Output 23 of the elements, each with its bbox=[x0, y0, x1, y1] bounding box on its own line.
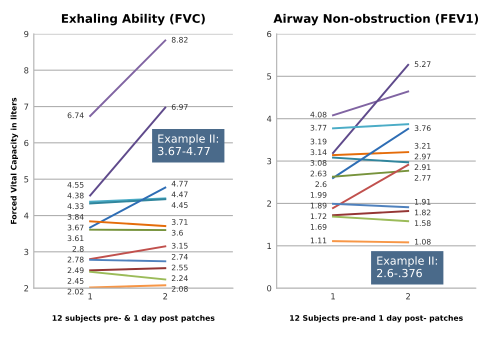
chart-title: Exhaling Ability (FVC) bbox=[62, 14, 205, 26]
x-tick-label: 2 bbox=[406, 293, 410, 300]
y-tick-label: 6 bbox=[267, 30, 272, 38]
y-tick-label: 4 bbox=[24, 212, 28, 219]
y-tick-label: 1 bbox=[267, 242, 272, 249]
y-tick-label: 7 bbox=[24, 104, 28, 110]
x-tick-label: 1 bbox=[331, 293, 335, 300]
x-tick-label: 2 bbox=[163, 293, 168, 300]
y-tick-label: 4 bbox=[266, 116, 272, 122]
y-tick-label: 2 bbox=[267, 200, 271, 207]
y-tick-label: 6 bbox=[24, 140, 28, 146]
annotation: Example II: 2.6-.376 bbox=[377, 256, 437, 278]
y-tick-label: 3 bbox=[24, 248, 28, 256]
y-tick-label: 5 bbox=[24, 176, 28, 182]
y-tick-label: 9 bbox=[24, 30, 28, 38]
y-tick-label: 2 bbox=[24, 285, 28, 292]
y-tick-label: 8 bbox=[24, 67, 28, 74]
y-tick-label: 0 bbox=[267, 285, 272, 292]
y-tick-label: 5 bbox=[267, 73, 272, 80]
annotation: Example II: 3.67-4.77 bbox=[158, 134, 218, 156]
x-tick-label: 1 bbox=[88, 293, 92, 300]
chart-title: Airway Non-obstruction (FEV1) bbox=[273, 14, 478, 26]
y-tick-label: 3 bbox=[267, 158, 272, 164]
